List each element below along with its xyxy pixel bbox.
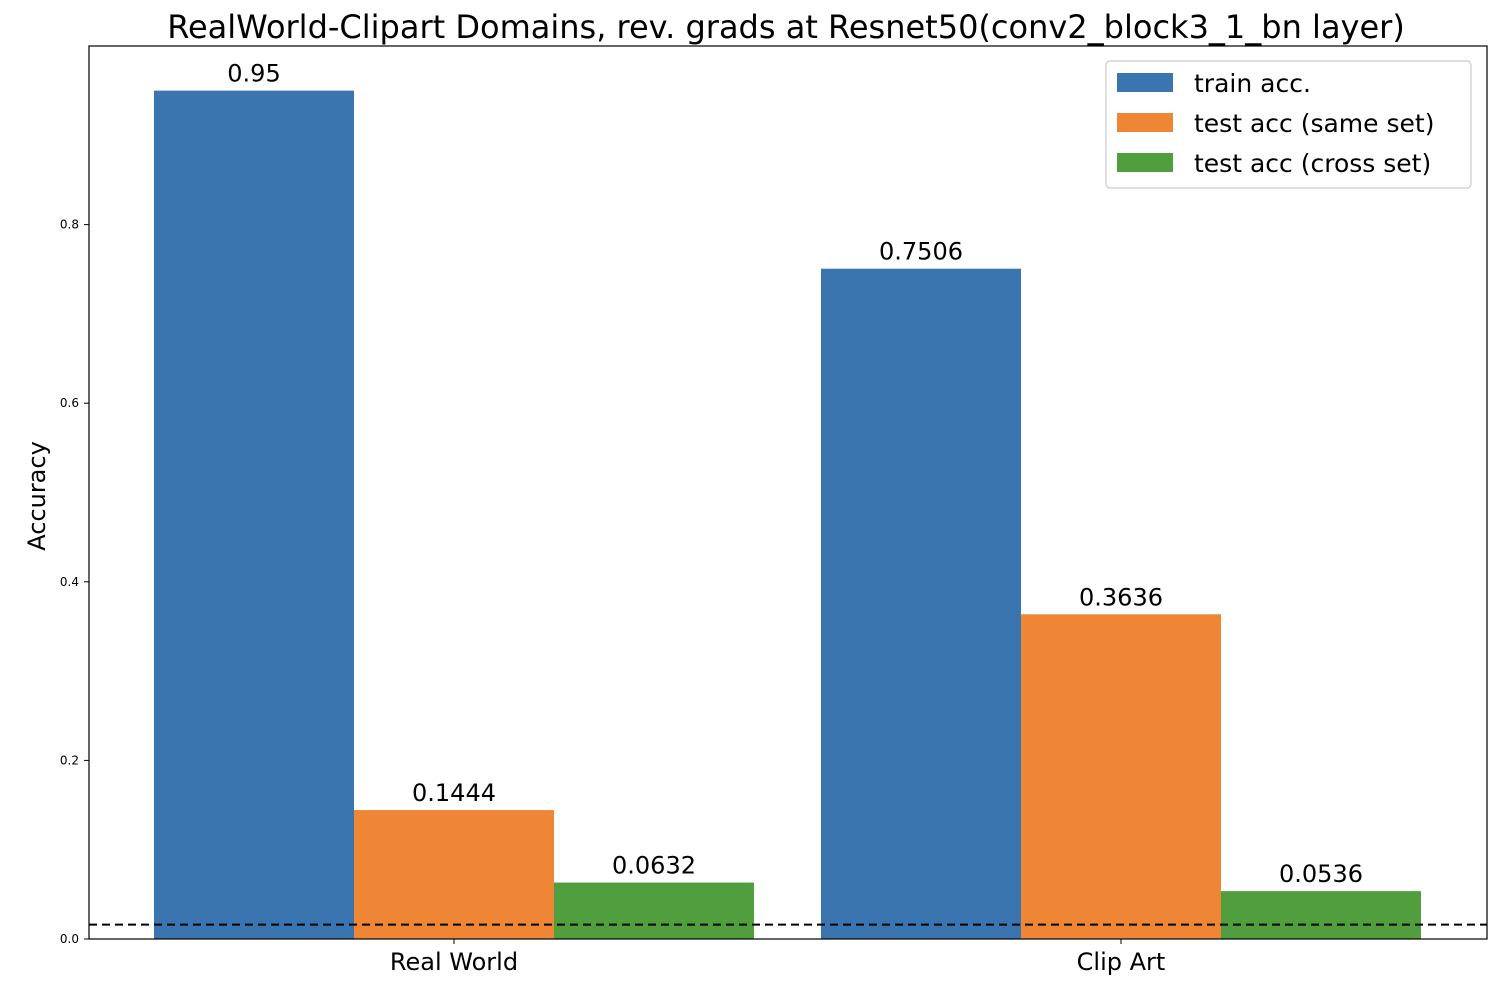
chart-title: RealWorld-Clipart Domains, rev. grads at… — [167, 8, 1405, 46]
x-axis-ticks: Real World Clip Art — [390, 939, 1165, 976]
bar-clip-art-test-acc-same-set — [1021, 614, 1221, 939]
y-tick-label: 0.4 — [60, 575, 79, 589]
legend-swatch-test-acc-cross-set — [1117, 153, 1173, 172]
legend-swatch-train-acc — [1117, 73, 1173, 92]
bars-layer — [154, 90, 1421, 939]
value-label-clip-art-test-acc-same-set: 0.3636 — [1079, 583, 1163, 611]
value-label-real-world-train-acc: 0.95 — [227, 60, 280, 88]
bar-clip-art-test-acc-cross-set — [1221, 891, 1421, 939]
y-axis-ticks: 0.0 0.2 0.4 0.6 0.8 — [60, 218, 89, 946]
y-tick-label: 0.0 — [60, 932, 79, 946]
legend-label-test-acc-same-set: test acc (same set) — [1194, 109, 1434, 138]
bar-clip-art-train-acc — [821, 268, 1021, 939]
legend-box — [1105, 60, 1472, 189]
plot-frame — [88, 45, 1488, 940]
legend: train acc. test acc (same set) test acc (c… — [1105, 60, 1472, 189]
legend-swatch-test-acc-same-set — [1117, 113, 1173, 132]
bar-real-world-test-acc-same-set — [354, 810, 554, 939]
legend-label-test-acc-cross-set: test acc (cross set) — [1194, 149, 1431, 178]
value-label-real-world-test-acc-cross-set: 0.0632 — [612, 852, 696, 880]
x-tick-label-clip-art: Clip Art — [1077, 948, 1166, 976]
value-labels-layer: 0.95 0.1444 0.0632 0.7506 0.3636 0.0536 — [227, 60, 1363, 888]
legend-label-train-acc: train acc. — [1194, 69, 1311, 98]
value-label-clip-art-test-acc-cross-set: 0.0536 — [1279, 860, 1363, 888]
legend-items: train acc. test acc (same set) test acc (c… — [1117, 69, 1434, 178]
bar-real-world-test-acc-cross-set — [554, 882, 754, 939]
y-axis-label: Accuracy — [23, 441, 51, 551]
y-tick-label: 0.8 — [60, 218, 79, 232]
bar-real-world-train-acc — [154, 90, 354, 939]
value-label-clip-art-train-acc: 0.7506 — [879, 238, 963, 266]
x-tick-label-real-world: Real World — [390, 948, 518, 976]
y-tick-label: 0.2 — [60, 753, 79, 767]
y-tick-label: 0.6 — [60, 396, 79, 410]
value-label-real-world-test-acc-same-set: 0.1444 — [412, 779, 496, 807]
